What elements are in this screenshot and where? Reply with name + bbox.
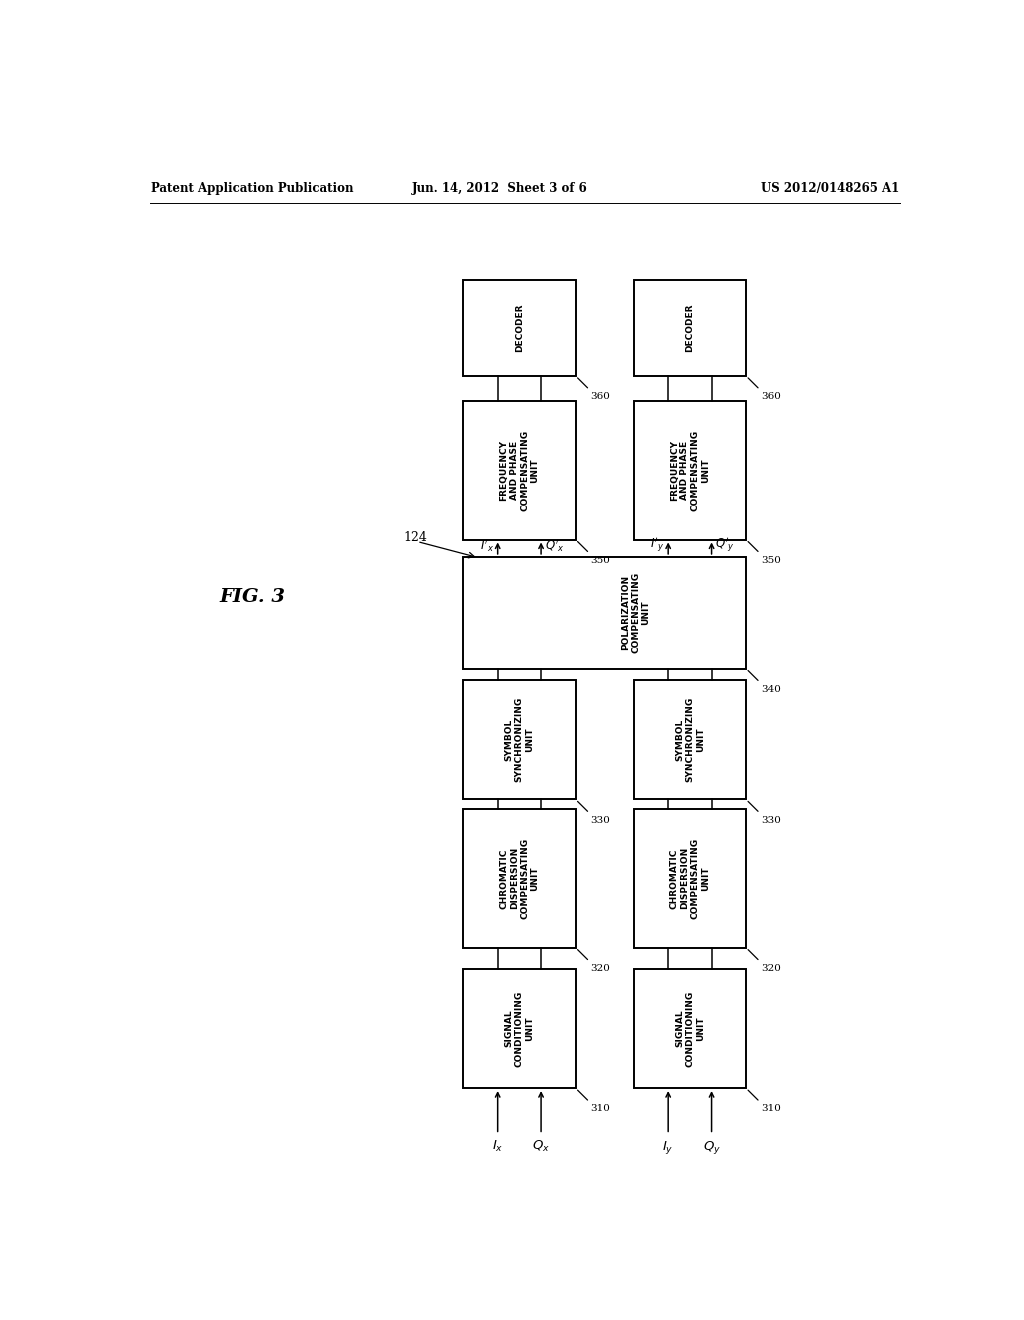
Text: $Q_y$: $Q_y$ [702,1139,721,1156]
Text: $I_y$: $I_y$ [663,1139,674,1156]
Bar [463,969,575,1088]
Text: POLARIZATION
COMPENSATING
UNIT: POLARIZATION COMPENSATING UNIT [621,572,650,653]
Text: US 2012/0148265 A1: US 2012/0148265 A1 [761,182,899,194]
Text: SIGNAL
CONDITIONING
UNIT: SIGNAL CONDITIONING UNIT [505,990,535,1067]
Bar [463,280,575,376]
Text: 330: 330 [761,816,780,825]
Text: 350: 350 [590,556,610,565]
Text: 320: 320 [590,964,610,973]
Text: CHROMATIC
DISPERSION
COMPENSATING
UNIT: CHROMATIC DISPERSION COMPENSATING UNIT [670,838,710,919]
Text: 360: 360 [761,392,780,401]
Bar [463,809,575,948]
Bar [634,809,746,948]
Text: 320: 320 [761,964,780,973]
Text: $I_x$: $I_x$ [492,1139,504,1154]
Text: 310: 310 [590,1105,610,1113]
Bar [463,680,575,800]
Text: 310: 310 [761,1105,780,1113]
Bar [463,557,746,668]
Text: $Q'_x$: $Q'_x$ [545,537,565,554]
Text: $I'_x$: $I'_x$ [480,537,494,554]
Text: SIGNAL
CONDITIONING
UNIT: SIGNAL CONDITIONING UNIT [675,990,705,1067]
Bar [463,401,575,540]
Text: 330: 330 [590,816,610,825]
Text: $I'_y$: $I'_y$ [650,536,665,554]
Text: FIG. 3: FIG. 3 [219,589,285,606]
Text: SYMBOL
SYNCHRONIZING
UNIT: SYMBOL SYNCHRONIZING UNIT [505,697,535,783]
Text: Patent Application Publication: Patent Application Publication [152,182,353,194]
Text: Jun. 14, 2012  Sheet 3 of 6: Jun. 14, 2012 Sheet 3 of 6 [412,182,588,194]
Text: 350: 350 [761,556,780,565]
Text: 124: 124 [403,531,427,544]
Bar [634,680,746,800]
Text: 360: 360 [590,392,610,401]
Text: DECODER: DECODER [685,304,694,352]
Bar [634,401,746,540]
Text: SYMBOL
SYNCHRONIZING
UNIT: SYMBOL SYNCHRONIZING UNIT [675,697,705,783]
Bar [634,280,746,376]
Text: DECODER: DECODER [515,304,524,352]
Text: CHROMATIC
DISPERSION
COMPENSATING
UNIT: CHROMATIC DISPERSION COMPENSATING UNIT [500,838,540,919]
Text: $Q'_y$: $Q'_y$ [716,536,735,554]
Text: FREQUENCY
AND PHASE
COMPENSATING
UNIT: FREQUENCY AND PHASE COMPENSATING UNIT [670,430,710,511]
Text: FREQUENCY
AND PHASE
COMPENSATING
UNIT: FREQUENCY AND PHASE COMPENSATING UNIT [500,430,540,511]
Text: $Q_x$: $Q_x$ [532,1139,550,1154]
Bar [634,969,746,1088]
Text: 340: 340 [761,685,780,694]
